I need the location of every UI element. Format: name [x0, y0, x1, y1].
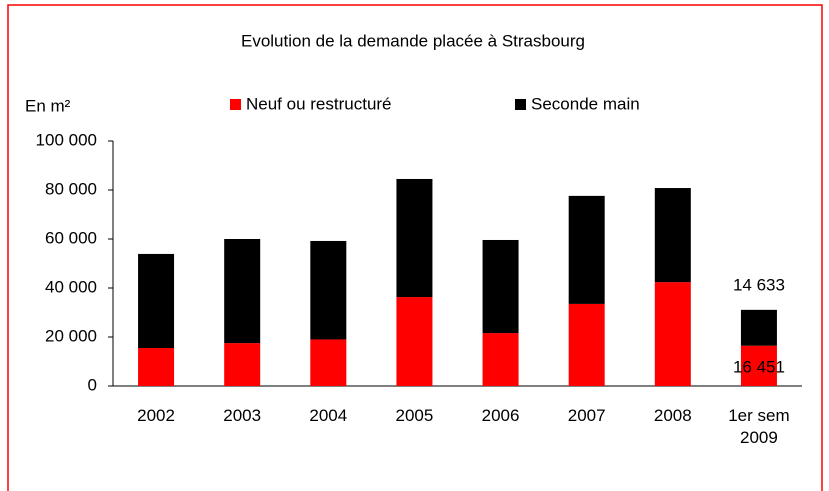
y-tick-label: 60 000	[45, 228, 97, 247]
x-tick-label: 1er sem 2009	[728, 406, 790, 447]
y-tick-label: 100 000	[36, 130, 97, 149]
x-tick-label: 2006	[481, 406, 520, 425]
x-tick-label: 2003	[223, 406, 262, 425]
y-tick-label: 40 000	[45, 277, 97, 296]
x-tick-label: 2005	[395, 406, 434, 425]
x-tick-label: 2002	[137, 406, 175, 425]
legend-swatch	[230, 99, 241, 110]
legend-swatch	[515, 99, 526, 110]
bar-segment	[740, 309, 777, 346]
x-tick-label: 2008	[653, 406, 692, 425]
bar-segment	[482, 239, 519, 334]
data-label: 16 451	[733, 357, 785, 376]
bar-segment	[310, 339, 347, 386]
bar-segment	[396, 178, 433, 298]
y-tick-label: 80 000	[45, 179, 97, 198]
x-tick-label: 2004	[309, 406, 348, 425]
bar-segment	[568, 303, 605, 386]
bar-segment	[224, 343, 261, 386]
bar-segment	[396, 297, 433, 386]
data-label: 14 633	[733, 275, 785, 294]
bar-segment	[138, 253, 175, 349]
bar-segment	[568, 195, 605, 304]
bar-segment	[310, 240, 347, 340]
y-tick-label: 0	[88, 375, 97, 394]
frame	[7, 4, 823, 491]
legend-label: Seconde main	[531, 94, 640, 113]
y-axis-label: En m²	[25, 96, 71, 115]
bar-segment	[138, 348, 175, 386]
x-tick-label: 2007	[567, 406, 606, 425]
chart-title: Evolution de la demande placée à Strasbo…	[241, 31, 585, 50]
bar-segment	[654, 188, 691, 283]
bar-segment	[654, 282, 691, 386]
bar-segment	[482, 333, 519, 386]
legend-label: Neuf ou restructuré	[246, 94, 392, 113]
y-tick-label: 20 000	[45, 326, 97, 345]
bar-segment	[224, 239, 261, 344]
bar-segment	[740, 345, 777, 386]
